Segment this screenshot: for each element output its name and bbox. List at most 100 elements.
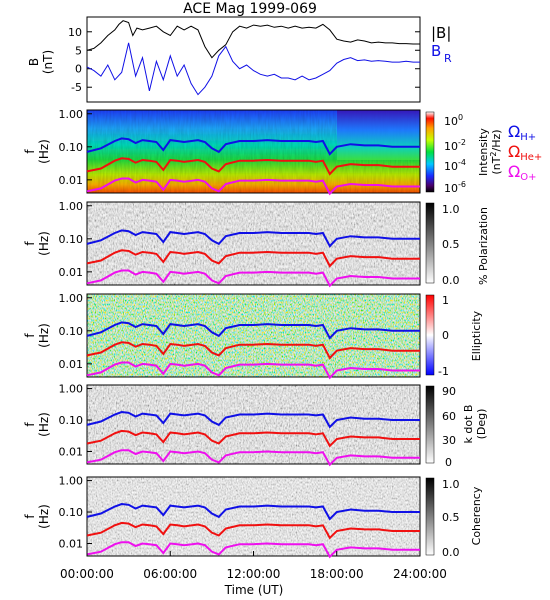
f-ytick-label: 0.01 [59,445,84,458]
x-tick-label: 06:00:00 [143,567,197,581]
colorbar-kdb-tick-0: 90 [442,385,456,398]
gyro-line-H-panel-1 [86,137,420,156]
legend-omega-o: ΩO+ [508,162,536,183]
colorbar-intensity [425,111,435,193]
legend-b-abs: |B| [431,24,451,42]
colorbar-intensity-label: Intensity [477,128,490,176]
x-tick-label: 12:00:00 [227,567,281,581]
colorbar-ellipticity [425,294,435,376]
colorbar-pol-tick-2: 0.0 [442,274,460,287]
colorbar-intensity-tick-2: 10-4 [444,158,466,173]
f-ylabel-unit: (Hz) [37,323,51,348]
colorbar-ell-tick-0: 1 [442,294,449,307]
gyro-line-H-panel-2 [86,229,420,248]
series-line-b-r [86,42,420,96]
x-tick-label: 18:00:00 [310,567,364,581]
panel-k-dot-b: 90 60 30 0 k dot B (Deg) [86,384,488,469]
colorbar-pol-tick-0: 1.0 [442,203,460,216]
f-ytick-label: 0.10 [59,325,84,338]
spectrogram-overlays [86,137,420,559]
b-ytick-label: 5 [75,44,82,57]
f-ylabel-unit: (Hz) [37,139,51,164]
f-ytick-label: 1.00 [59,200,84,213]
x-tick-label: 00:00:00 [60,567,114,581]
gyro-line-O-panel-3 [86,361,420,380]
b-ytick-label: -5 [71,81,82,94]
b-ytick-label: 10 [68,26,82,39]
panel-magnetic-field: 10 5 0 -5 B (nT) |B| B R [27,16,452,103]
colorbar-kdb-tick-2: 30 [442,434,456,447]
panel-polarization: 1.0 0.5 0.0 % Polarization [86,201,490,287]
colorbar-intensity-tick-3: 10-6 [444,180,466,195]
f-ylabel: f [23,149,37,154]
colorbar-coherency [425,477,435,556]
legend-b-r: B [431,42,441,60]
f-ytick-label: 0.10 [59,233,84,246]
colorbar-coh-tick-1: 0.5 [442,511,460,524]
figure-title: ACE Mag 1999-069 [183,1,317,17]
colorbar-ell-label: Ellipticity [470,310,483,361]
f-ytick-label: 0.10 [59,141,84,154]
colorbar-coh-tick-2: 0.0 [442,546,460,559]
b-ytick-label: 0 [75,63,82,76]
series-line-b-abs [86,20,420,59]
gyro-line-O-panel-1 [86,177,420,196]
f-ytick-label: 1.00 [59,383,84,396]
gyro-line-H-panel-5 [86,502,420,521]
x-tick-label: 24:00:00 [393,567,447,581]
colorbar-pol-tick-1: 0.5 [442,238,460,251]
f-ylabel-unit: (Hz) [37,504,51,529]
f-ytick-label: 1.00 [59,292,84,305]
spectrogram-y-axes: 1.000.100.01f (Hz)1.000.100.01f (Hz)1.000.… [23,108,92,550]
colorbar-kdb-label: k dot B [462,405,475,444]
f-ytick-label: 0.01 [59,174,84,187]
colorbar-kdb-tick-1: 60 [442,410,456,423]
colorbar-coh-tick-0: 1.0 [442,478,460,491]
colorbar-ell-tick-2: -1 [438,365,449,378]
gyro-line-O-panel-5 [86,541,420,559]
f-ytick-label: 0.01 [59,537,84,550]
f-ytick-label: 0.01 [59,266,84,279]
panel-b-y-ticks: 10 5 0 -5 [68,26,420,94]
f-ylabel-unit: (Hz) [37,412,51,437]
colorbar-polarization [425,202,435,284]
colorbar-ell-tick-1: 0 [442,329,449,342]
gyro-line-He-panel-2 [86,249,420,268]
gyro-line-He-panel-1 [86,157,420,176]
gyro-line-He-panel-3 [86,341,420,360]
f-ytick-label: 1.00 [59,475,84,488]
panel-b-frame [86,16,421,103]
gyro-line-He-panel-5 [86,521,420,540]
colorbar-kdb-label-unit: (Deg) [475,409,488,440]
panel-b-ylabel-b: B [27,58,41,66]
colorbar-kdotb [425,385,435,464]
f-ytick-label: 1.00 [59,108,84,121]
time-axis: 00:00:00 06:00:00 12:00:00 18:00:00 24:00:00 [60,551,447,581]
colorbar-intensity-unit: (nT2/Hz) [489,129,503,174]
gyro-line-He-panel-4 [86,429,420,448]
panel-coherency: 1.0 0.5 0.0 Coherency [86,476,483,559]
f-ylabel-unit: (Hz) [37,231,51,256]
panel-b-ylabel-nt: (nT) [41,50,55,74]
f-ytick-label: 0.10 [59,414,84,427]
gyro-line-O-panel-4 [86,449,420,467]
legend-omega-h: ΩH+ [508,122,536,143]
legend-b-r-subscript: R [444,52,452,65]
gyro-line-H-panel-3 [86,321,420,340]
gyro-line-O-panel-2 [86,269,420,288]
f-ylabel: f [23,333,37,338]
f-ytick-label: 0.01 [59,358,84,371]
f-ylabel: f [23,422,37,427]
panel-int-late-background [337,110,420,160]
colorbar-coh-label: Coherency [470,486,483,545]
f-ytick-label: 0.10 [59,506,84,519]
colorbar-intensity-tick-1: 10-2 [444,138,466,153]
colorbar-intensity-tick-0: 100 [444,113,463,128]
colorbar-kdb-tick-3: 0 [445,456,452,469]
legend-omega-he: ΩHe+ [508,142,542,163]
colorbar-pol-label: % Polarization [477,207,490,285]
f-ylabel: f [23,241,37,246]
f-ylabel: f [23,514,37,519]
x-axis-label: Time (UT) [224,583,284,597]
